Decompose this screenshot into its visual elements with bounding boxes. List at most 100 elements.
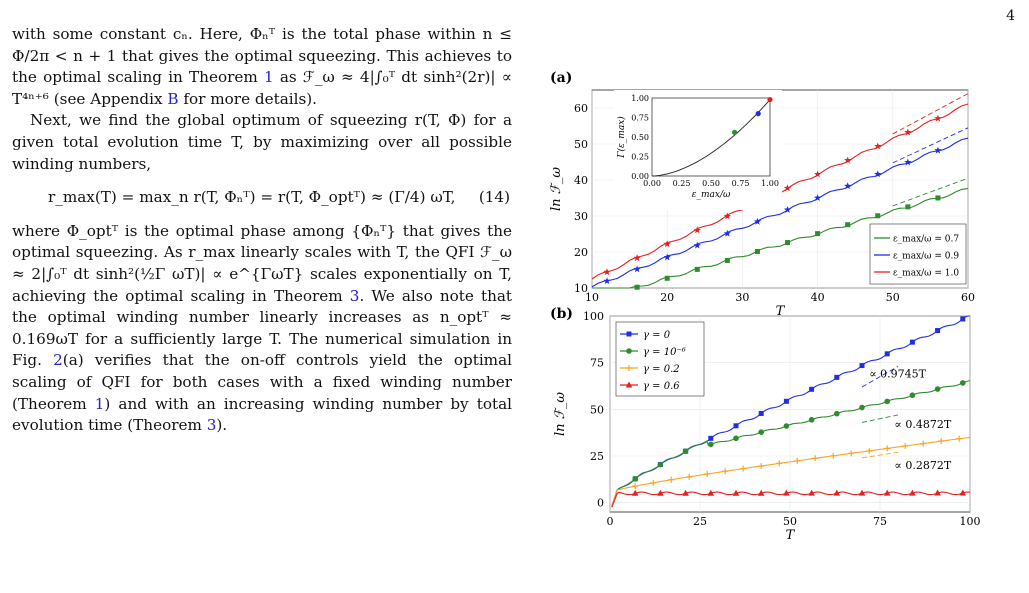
asymptote-dash [861,451,899,459]
data-point [657,461,664,468]
data-point [722,468,729,475]
slope-annotation: ∝ 0.2872T [894,459,951,472]
x-tick-label: 20 [660,291,674,304]
theorem-ref-link[interactable]: 1 [94,394,105,413]
series-line [611,380,971,507]
inset-y-tick-label: 1.00 [631,94,649,103]
y-tick-label: 50 [574,138,588,151]
data-point [934,114,942,122]
data-point [686,473,693,480]
data-point [785,240,791,246]
data-point [875,213,881,219]
data-point [733,423,739,429]
data-point [704,471,711,478]
data-point [884,445,891,452]
x-tick-label: 40 [811,291,825,304]
data-point [934,386,941,392]
x-tick-label: 0 [607,515,614,528]
data-point [783,489,790,496]
data-point [758,410,764,416]
data-point [631,489,639,496]
legend-entry: γ = 0 [643,330,671,341]
x-axis-label: T [776,304,786,319]
inset-y-tick-label: 0.75 [631,114,649,123]
data-point [859,363,865,369]
data-point [723,229,731,237]
data-point [682,448,689,455]
theorem-ref-link[interactable]: 3 [349,286,360,305]
data-point [708,435,714,441]
panel-label-a: (a) [550,70,572,86]
data-point [905,204,911,210]
page-number: 4 [1006,8,1015,24]
data-point [657,489,664,496]
data-point [920,440,927,447]
legend-marker [626,348,632,354]
data-point [632,483,639,490]
legend-entry: ε_max/ω = 0.9 [893,252,959,262]
legend-marker [625,381,633,388]
data-point [693,226,701,234]
data-point [858,489,866,496]
data-point [935,195,941,201]
data-point [866,447,873,454]
data-point [909,489,916,496]
data-point [783,184,792,192]
inset-point [732,129,738,135]
data-point [904,158,912,166]
data-point [815,231,821,237]
data-point [813,170,822,178]
data-point [758,462,765,469]
data-point [960,380,966,386]
slope-annotation: ∝ 0.4872T [894,418,951,431]
data-point [884,398,890,405]
data-point [783,205,792,213]
legend-entry: γ = 0.6 [643,381,680,392]
inset-point [755,111,761,117]
asymptote-dash [892,177,969,207]
x-tick-label: 50 [886,291,900,304]
data-point [732,489,740,496]
data-point [834,410,840,417]
paragraph-1: with some constant cₙ. Here, Φₙᵀ is the … [12,25,512,108]
data-point [733,435,739,442]
data-point [757,489,765,496]
data-point [664,275,670,281]
inset-frame [651,97,771,177]
data-point [845,222,851,228]
data-point [960,316,966,322]
legend-entry: ε_max/ω = 1.0 [893,269,959,279]
theorem-ref-link[interactable]: 1 [263,68,274,87]
data-point [663,240,671,248]
data-point [708,441,714,448]
data-point [830,452,837,459]
paragraph-2: Next, we find the global optimum of sque… [12,111,512,173]
y-tick-label: 75 [590,357,604,370]
y-tick-label: 0 [597,497,604,510]
appendix-ref-link[interactable]: B [167,89,179,108]
data-point [758,429,764,435]
asymptote-dash [861,414,899,423]
data-point [834,374,840,380]
inset-curve [651,99,771,177]
asymptote-dash [892,127,969,164]
figure-ref-link[interactable]: 2 [53,351,63,370]
paragraph-3: where Φ_optᵀ is the optimal phase among … [12,221,513,435]
data-point [904,128,912,136]
data-point [844,156,852,164]
data-point [934,489,941,496]
data-point [956,435,963,442]
asymptote-dash [861,366,899,388]
inset-x-tick-label: 0.50 [702,179,720,188]
data-point [634,284,640,290]
legend-box-a [869,223,967,285]
data-point [794,457,801,464]
data-point [833,489,841,496]
data-point [694,266,700,272]
data-point [724,257,730,263]
data-point [874,170,882,178]
inset-y-tick-label: 0.00 [631,172,649,181]
data-point [783,423,790,429]
data-point [663,253,671,261]
theorem-ref-link[interactable]: 3 [206,416,217,435]
